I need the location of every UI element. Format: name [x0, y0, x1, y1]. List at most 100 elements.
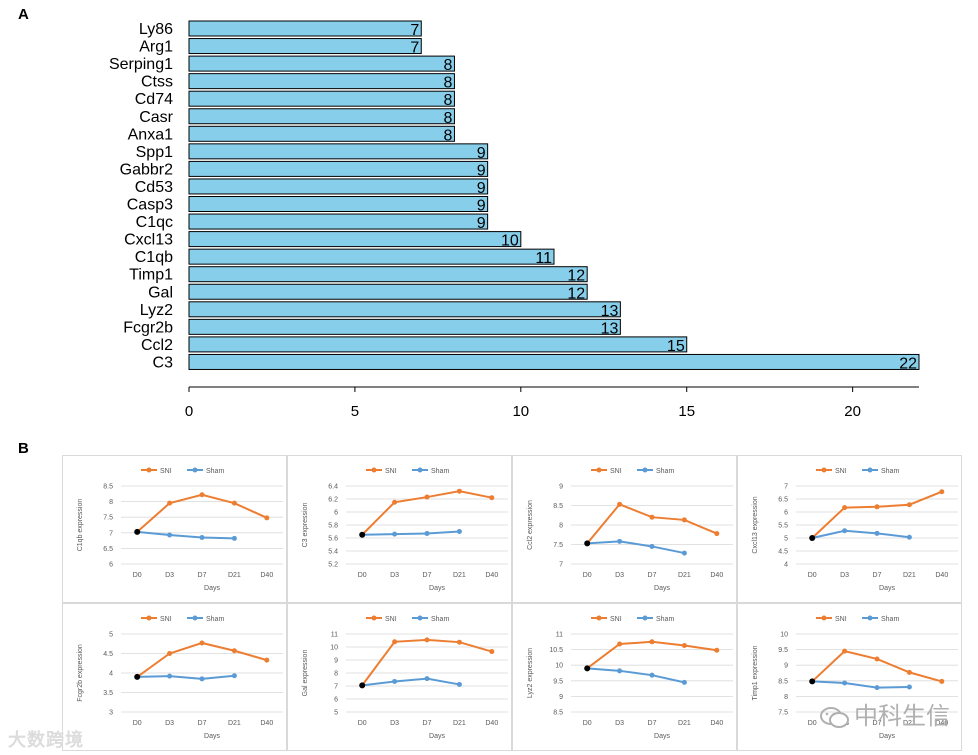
y-tick-label: 5: [109, 632, 113, 639]
line-chart-cxcl13: SNI Sham 4 4.5 5 5.5 6 6.5 7 D0 D3 D7 D21 D40 Days Cxcl…: [737, 455, 962, 603]
x-axis-title: Days: [429, 585, 445, 592]
data-point-sni: [392, 639, 398, 645]
legend-marker-sni: [146, 615, 152, 621]
data-point-sham: [874, 530, 880, 536]
bar-value-label: 9: [477, 215, 486, 232]
bar-serping1: [188, 55, 455, 72]
x-tick-label: D40: [710, 720, 723, 727]
legend-label: Sham: [656, 468, 674, 475]
x-tick-label: 15: [678, 403, 695, 420]
data-point-sni: [617, 641, 623, 647]
bar-value-label: 11: [535, 250, 552, 267]
legend-label: Sham: [656, 616, 674, 623]
y-tick-label: 9: [334, 658, 338, 665]
x-axis-title: Days: [204, 585, 220, 592]
y-tick-label: 5.6: [328, 536, 338, 543]
data-point-sham: [167, 673, 173, 679]
y-tick-label: 3.5: [103, 690, 113, 697]
y-tick-label: 7.5: [103, 515, 113, 522]
baseline-point: [809, 678, 816, 685]
x-axis-title: Days: [204, 733, 220, 740]
y-tick-label: 8: [334, 671, 338, 678]
bar-value-label: 13: [601, 320, 619, 337]
y-axis-title: Fcgr2b expression: [77, 644, 84, 702]
y-axis-title: C1qb expression: [77, 499, 84, 552]
legend-marker-sham: [417, 615, 423, 621]
bar-value-label: 12: [567, 285, 585, 302]
data-point-sni: [649, 639, 655, 645]
y-tick-label: 11: [331, 632, 338, 639]
line-chart-svg: SNI Sham 5 6 7 8 9 10 11 D0 D3 D7 D21 D40 Days Gal expr…: [302, 615, 508, 740]
y-tick-label: 9: [784, 663, 788, 670]
baseline-point: [584, 540, 591, 547]
x-tick-label: D21: [228, 720, 241, 727]
y-tick-label: 4.5: [103, 651, 113, 658]
bar-value-label: 7: [410, 22, 419, 39]
x-tick-label: D40: [260, 720, 273, 727]
data-point-sni: [939, 678, 945, 684]
category-label: Arg1: [139, 39, 173, 56]
watermark-right: 中科生信: [820, 696, 950, 731]
legend-marker-sham: [192, 615, 198, 621]
x-tick-label: D7: [648, 572, 657, 579]
x-tick-label: D3: [615, 572, 624, 579]
data-point-sni: [264, 515, 270, 521]
x-axis-title: Days: [654, 585, 670, 592]
data-point-sham: [456, 529, 462, 534]
data-point-sni: [424, 494, 430, 500]
y-axis-title: Timp1 expression: [752, 645, 759, 700]
baseline-point: [809, 535, 816, 541]
category-label: C1qb: [135, 249, 173, 266]
category-label: Casr: [139, 109, 173, 126]
y-tick-label: 5.5: [778, 523, 788, 530]
y-tick-label: 6: [784, 510, 788, 517]
legend-marker-sham: [192, 467, 198, 473]
y-tick-label: 6.5: [778, 497, 788, 504]
data-point-sni: [199, 492, 205, 498]
data-point-sni: [906, 502, 912, 508]
series-line-sni: [586, 503, 718, 544]
data-point-sni: [874, 656, 880, 662]
x-axis-title: Days: [879, 585, 895, 592]
x-tick-label: D40: [935, 572, 948, 579]
category-label: Lyz2: [140, 302, 173, 319]
y-tick-label: 3: [109, 710, 113, 717]
data-point-sham: [906, 684, 912, 690]
data-point-sni: [842, 648, 848, 654]
series-line-sni: [136, 641, 268, 678]
data-point-sni: [617, 501, 623, 507]
series-line-sham: [362, 677, 460, 687]
legend-label: SNI: [385, 616, 397, 623]
legend-label: SNI: [835, 468, 847, 475]
x-tick-label: D21: [678, 572, 691, 579]
y-tick-label: 10: [780, 632, 788, 639]
x-tick-label: D21: [453, 572, 466, 579]
line-chart-timp1: SNISham7.588.599.510D0D3D7D21D40DaysTimp…: [737, 603, 962, 751]
y-tick-label: 7: [334, 684, 338, 691]
bar-gabbr2: [188, 160, 489, 177]
line-chart-c1qb: SNI Sham 6 6.5 7 7.5 8 8.5 D0 D3 D7 D21 D40 Days C1qb …: [62, 455, 287, 603]
x-tick-label: D40: [260, 572, 273, 579]
bar-value-label: 9: [477, 162, 486, 179]
legend-marker-sni: [371, 615, 377, 621]
line-chart-svg: SNI Sham 8.5 9 9.5 10 10.5 11 D0 D3 D7 D21 D40 Days Ly…: [527, 615, 733, 740]
data-point-sham: [199, 534, 205, 540]
baseline-point: [134, 528, 141, 535]
bar-value-label: 9: [477, 145, 486, 162]
bar-fcgr2b: [188, 318, 621, 335]
y-tick-label: 4: [784, 562, 788, 569]
legend-marker-sham: [417, 467, 423, 473]
bar-value-label: 8: [444, 57, 453, 74]
y-tick-label: 4: [109, 671, 113, 678]
legend-label: Sham: [881, 468, 899, 475]
legend-marker-sni: [821, 467, 827, 473]
y-tick-label: 8: [784, 694, 788, 701]
data-point-sham: [906, 534, 912, 540]
legend-marker-sni: [596, 615, 602, 621]
data-point-sni: [456, 488, 462, 494]
bar-timp1: [188, 266, 588, 283]
category-label: Cxcl13: [124, 232, 173, 249]
bar-value-label: 9: [477, 180, 486, 197]
baseline-point: [134, 673, 141, 680]
x-tick-label: D40: [710, 572, 723, 579]
